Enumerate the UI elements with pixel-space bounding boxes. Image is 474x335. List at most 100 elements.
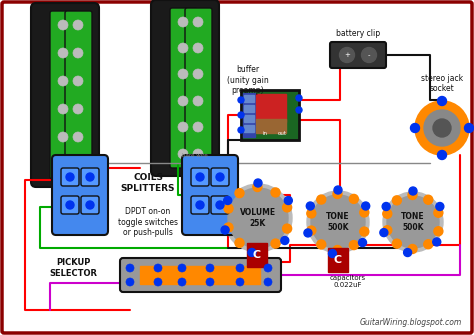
FancyBboxPatch shape [81,168,99,186]
Circle shape [236,264,244,272]
Circle shape [196,201,204,209]
Circle shape [264,264,272,272]
FancyBboxPatch shape [61,168,79,186]
Bar [244,115,254,122]
FancyBboxPatch shape [241,90,299,140]
Circle shape [206,278,214,286]
FancyBboxPatch shape [185,8,212,168]
Circle shape [224,184,292,252]
Circle shape [307,226,316,235]
Circle shape [235,239,244,247]
Circle shape [86,173,94,181]
Bar [256,119,286,133]
Circle shape [408,245,417,254]
Circle shape [178,96,188,106]
Circle shape [433,238,441,246]
Circle shape [438,96,447,106]
Circle shape [283,203,292,212]
Circle shape [392,196,401,205]
Circle shape [360,227,369,236]
Circle shape [415,101,469,155]
Circle shape [193,122,203,132]
Circle shape [228,188,288,248]
Bar [256,94,286,122]
Circle shape [424,110,460,146]
Circle shape [271,239,280,248]
Circle shape [193,43,203,53]
Circle shape [216,173,224,181]
Circle shape [58,20,68,30]
Circle shape [387,196,439,248]
FancyBboxPatch shape [151,0,219,176]
Circle shape [304,229,312,237]
Circle shape [238,127,244,133]
Text: VOLUME
25K: VOLUME 25K [240,208,276,228]
FancyBboxPatch shape [191,168,209,186]
Bar [244,125,254,132]
Text: out: out [277,131,286,136]
Circle shape [154,278,162,286]
Circle shape [349,241,358,250]
Circle shape [193,17,203,27]
Text: capacitors
0.022uF: capacitors 0.022uF [330,275,366,288]
Circle shape [206,264,214,272]
FancyBboxPatch shape [31,3,99,187]
Circle shape [193,149,203,159]
Circle shape [283,224,292,233]
FancyBboxPatch shape [50,11,77,179]
Bar [244,105,254,112]
Circle shape [254,179,262,187]
Circle shape [66,201,74,209]
Text: PICKUP
SELECTOR: PICKUP SELECTOR [49,258,97,278]
Circle shape [409,187,417,195]
Circle shape [358,239,366,247]
FancyBboxPatch shape [182,155,238,235]
Text: bare wire: bare wire [182,153,208,158]
Circle shape [58,132,68,142]
Circle shape [307,209,316,218]
Circle shape [126,264,134,272]
Circle shape [73,48,83,58]
Circle shape [360,208,369,217]
Circle shape [362,48,376,63]
FancyBboxPatch shape [328,248,348,272]
Bar [244,95,254,102]
Circle shape [317,240,326,249]
Circle shape [73,160,83,170]
Circle shape [193,96,203,106]
Circle shape [178,278,186,286]
Circle shape [306,202,314,210]
Circle shape [235,189,244,198]
Circle shape [434,227,443,236]
Circle shape [178,264,186,272]
Text: in: in [263,131,267,136]
FancyBboxPatch shape [170,8,197,168]
Circle shape [196,173,204,181]
Text: +: + [344,52,350,58]
Circle shape [253,245,262,254]
Circle shape [193,69,203,79]
Circle shape [73,20,83,30]
Circle shape [296,107,302,113]
Circle shape [58,160,68,170]
Circle shape [271,188,280,197]
Circle shape [334,186,342,194]
Circle shape [333,246,342,255]
Circle shape [73,132,83,142]
FancyBboxPatch shape [61,196,79,214]
FancyBboxPatch shape [52,155,108,235]
Circle shape [178,149,188,159]
Text: stereo jack
socket: stereo jack socket [421,74,463,93]
Text: GuitarWiring.blogspot.com: GuitarWiring.blogspot.com [360,318,462,327]
FancyBboxPatch shape [81,196,99,214]
FancyBboxPatch shape [120,258,281,292]
Circle shape [253,183,262,192]
Circle shape [284,197,292,204]
Circle shape [404,249,411,257]
Circle shape [317,195,326,204]
FancyBboxPatch shape [330,42,386,68]
Circle shape [339,48,355,63]
Text: TONE
500K: TONE 500K [401,212,425,232]
Circle shape [264,278,272,286]
Circle shape [424,240,433,249]
